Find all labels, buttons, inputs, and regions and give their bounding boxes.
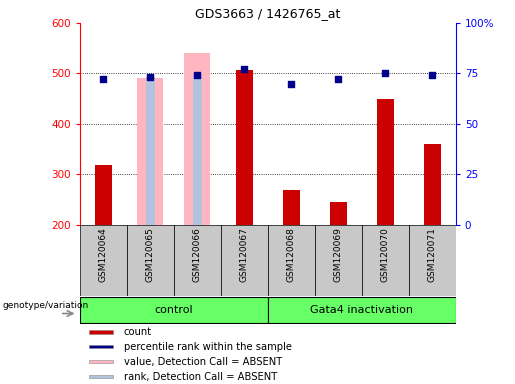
Bar xyxy=(138,78,163,225)
Bar xyxy=(424,144,440,225)
Bar xyxy=(89,360,113,363)
Text: GSM120065: GSM120065 xyxy=(146,227,155,281)
Bar xyxy=(127,225,174,296)
Bar xyxy=(330,202,347,225)
Text: GSM120070: GSM120070 xyxy=(381,227,390,281)
Bar xyxy=(89,345,113,348)
Bar xyxy=(315,225,362,296)
Point xyxy=(334,76,342,83)
Text: GSM120071: GSM120071 xyxy=(428,227,437,281)
Bar xyxy=(89,330,113,334)
Bar xyxy=(80,225,127,296)
Point xyxy=(428,73,436,79)
Bar xyxy=(146,78,154,225)
Text: count: count xyxy=(124,327,152,337)
Bar xyxy=(268,225,315,296)
Bar xyxy=(236,70,252,225)
Bar xyxy=(193,76,201,225)
Bar xyxy=(89,375,113,378)
Bar xyxy=(283,190,300,225)
Text: percentile rank within the sample: percentile rank within the sample xyxy=(124,342,292,352)
Point xyxy=(381,70,389,76)
Bar xyxy=(377,99,393,225)
Point xyxy=(287,81,296,87)
Bar xyxy=(80,297,268,323)
Text: GSM120069: GSM120069 xyxy=(334,227,343,281)
Point xyxy=(99,76,108,83)
Text: Gata4 inactivation: Gata4 inactivation xyxy=(310,305,413,314)
Text: value, Detection Call = ABSENT: value, Detection Call = ABSENT xyxy=(124,357,282,367)
Bar xyxy=(174,225,221,296)
Text: rank, Detection Call = ABSENT: rank, Detection Call = ABSENT xyxy=(124,372,277,382)
Bar xyxy=(268,297,456,323)
Text: GSM120068: GSM120068 xyxy=(287,227,296,281)
Bar xyxy=(95,165,112,225)
Text: control: control xyxy=(154,305,193,314)
Text: GSM120066: GSM120066 xyxy=(193,227,202,281)
Point xyxy=(146,74,154,81)
Point xyxy=(193,73,201,79)
Title: GDS3663 / 1426765_at: GDS3663 / 1426765_at xyxy=(195,7,340,20)
Bar xyxy=(409,225,456,296)
Bar xyxy=(184,53,210,225)
Text: GSM120064: GSM120064 xyxy=(99,227,108,281)
Point xyxy=(240,66,248,73)
Text: GSM120067: GSM120067 xyxy=(240,227,249,281)
Bar xyxy=(362,225,409,296)
Text: genotype/variation: genotype/variation xyxy=(3,301,89,310)
Bar xyxy=(221,225,268,296)
